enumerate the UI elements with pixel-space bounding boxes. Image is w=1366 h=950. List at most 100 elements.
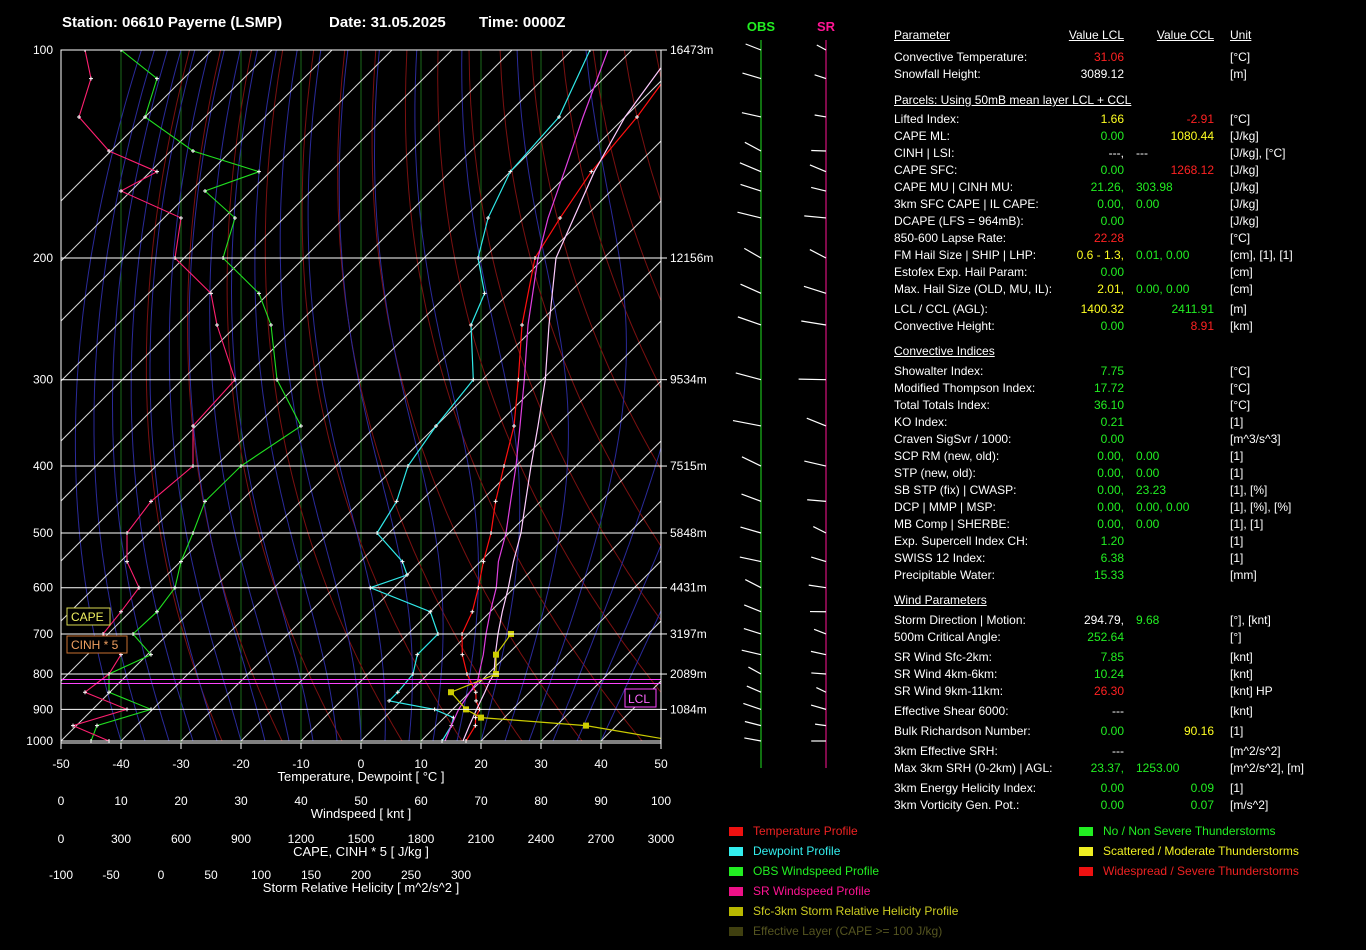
secondary-tick-label: 40	[294, 794, 308, 808]
temp-line	[461, 83, 661, 742]
param-unit: [J/kg]	[1230, 129, 1259, 143]
param-name: Max. Hail Size (OLD, MU, IL):	[894, 282, 1053, 296]
secondary-tick-label: 300	[111, 832, 131, 846]
param-unit: [cm]	[1230, 265, 1253, 279]
param-name: Total Totals Index:	[894, 398, 990, 412]
x-axis-title: Temperature, Dewpoint [ °C ]	[277, 769, 444, 784]
moist-adiabat	[279, 50, 362, 742]
param-header: Parameter	[894, 28, 951, 42]
moist-adiabat	[112, 50, 170, 742]
sr-wind-barb	[815, 723, 827, 727]
secondary-tick-label: 30	[234, 794, 248, 808]
param-name: STP (new, old):	[894, 466, 976, 480]
param-value-ccl: 2411.91	[1171, 302, 1215, 316]
moist-adiabat	[600, 609, 661, 742]
obsws-point	[191, 148, 195, 153]
param-name: Estofex Exp. Hail Param:	[894, 265, 1028, 279]
param-name: CAPE ML:	[894, 129, 951, 143]
obs-wind-barb	[744, 247, 762, 259]
obs-wind-barb	[741, 493, 762, 502]
height-label: 1084m	[670, 702, 707, 716]
param-value-ccl: 1268.12	[1170, 163, 1214, 177]
secondary-tick-label: 2100	[468, 832, 495, 846]
param-value-lcl: 17.72	[1093, 381, 1124, 395]
param-unit: [°C]	[1230, 364, 1251, 378]
x-tick-label: -50	[52, 757, 70, 771]
obs-wind-barb	[739, 556, 762, 563]
param-unit: [m/s^2]	[1230, 798, 1269, 812]
legend-item: Widespread / Severe Thunderstorms	[1079, 864, 1299, 878]
param-value-lcl: ---	[1112, 744, 1124, 758]
param-name: Max 3km SRH (0-2km) | AGL:	[894, 761, 1053, 775]
moist-adiabat	[504, 50, 569, 742]
param-value-ccl: 1080.44	[1170, 129, 1214, 143]
param-value-lcl: 23.37,	[1090, 761, 1124, 775]
param-name: 850-600 Lapse Rate:	[894, 231, 1007, 245]
srws-point	[149, 499, 153, 504]
param-value-ccl: 0.00	[1136, 466, 1160, 480]
pressure-tick-label: 500	[33, 526, 53, 540]
x-tick-label: -30	[172, 757, 190, 771]
srh-point	[583, 722, 589, 729]
obs-wind-barb	[741, 456, 762, 467]
srws-point	[119, 609, 123, 614]
pressure-tick-label: 700	[33, 627, 53, 641]
obs-wind-barb	[745, 43, 762, 51]
dry-adiabat	[371, 50, 583, 742]
legend-swatch	[729, 867, 743, 877]
obs-wind-barb	[743, 702, 762, 710]
param-unit: [°], [knt]	[1230, 613, 1271, 627]
obs-wind-barb	[740, 526, 762, 534]
param-name: CAPE SFC:	[894, 163, 958, 177]
param-value-lcl: 21.26,	[1090, 180, 1124, 194]
obsws-point	[119, 50, 123, 52]
sr-wind-barb	[807, 499, 827, 502]
dry-adiabat	[226, 50, 343, 742]
obs-wind-barb	[741, 112, 762, 118]
param-unit: [m]	[1230, 67, 1247, 81]
height-label: 2089m	[670, 667, 707, 681]
param-unit: [1]	[1230, 415, 1244, 429]
param-value-ccl: 0.09	[1190, 781, 1214, 795]
height-label: 4431m	[670, 581, 707, 595]
param-value-lcl: 252.64	[1087, 630, 1124, 644]
param-name: CINH | LSI:	[894, 146, 955, 160]
param-name: 3km Energy Helicity Index:	[894, 781, 1037, 795]
param-unit: [1]	[1230, 534, 1244, 548]
param-name: FM Hail Size | SHIP | LHP:	[894, 248, 1037, 262]
moist-adiabat	[528, 50, 627, 742]
param-value-lcl: 0.6 - 1.3,	[1076, 248, 1124, 262]
param-unit: [J/kg]	[1230, 214, 1259, 228]
unit-header: Unit	[1230, 28, 1252, 42]
obsws-point	[203, 499, 207, 504]
srws-point	[215, 322, 219, 327]
secondary-tick-label: 70	[474, 794, 488, 808]
param-value-lcl: 15.33	[1093, 568, 1124, 582]
pressure-tick-label: 400	[33, 459, 53, 473]
param-value-ccl: 90.16	[1183, 724, 1214, 738]
param-value-lcl: ---	[1112, 704, 1124, 718]
sr-wind-barb	[816, 44, 827, 51]
secondary-axis-title: CAPE, CINH * 5 [ J/kg ]	[293, 844, 429, 859]
dew-point	[469, 322, 474, 327]
section-heading: Convective Indices	[894, 344, 995, 358]
temp-point	[473, 690, 478, 695]
sr-wind-barb	[816, 687, 827, 693]
param-name: Showalter Index:	[894, 364, 984, 378]
isotherm	[61, 50, 573, 562]
height-label: 12156m	[670, 251, 713, 265]
obsws-point	[149, 652, 153, 657]
obs-wind-barb	[737, 316, 762, 326]
legend-item: Sfc-3km Storm Relative Helicity Profile	[729, 904, 958, 918]
secondary-axis-title: Windspeed [ knt ]	[311, 806, 411, 821]
srws-point	[191, 423, 195, 428]
param-value-lcl: 0.00	[1100, 214, 1124, 228]
srws-point	[71, 723, 75, 728]
srws-point	[155, 169, 159, 174]
dry-adiabat	[337, 50, 523, 742]
param-value-lcl: 0.00,	[1097, 449, 1124, 463]
legend-swatch	[1079, 827, 1093, 837]
secondary-tick-label: 200	[351, 868, 371, 882]
isotherm	[120, 200, 661, 742]
